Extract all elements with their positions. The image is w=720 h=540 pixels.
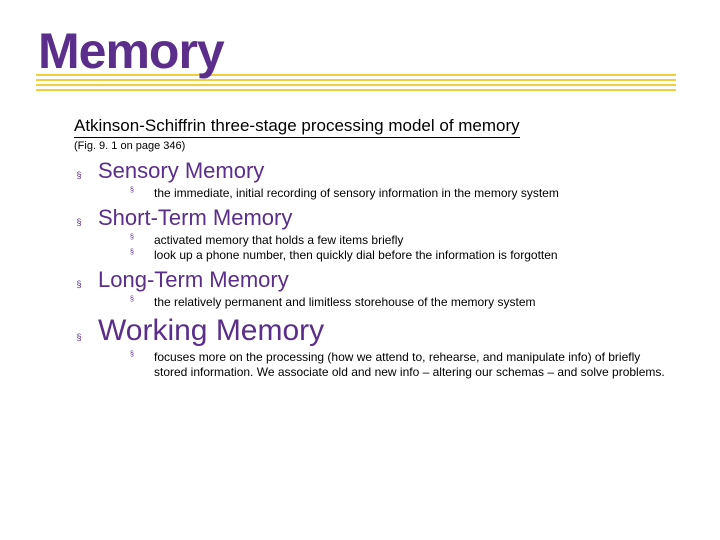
sub-text: focuses more on the processing (how we a… — [154, 350, 670, 380]
sub-text: the immediate, initial recording of sens… — [154, 186, 670, 201]
bullet-icon: § — [74, 332, 84, 342]
sub-text: the relatively permanent and limitless s… — [154, 295, 670, 310]
section-list: § Sensory Memory § the immediate, initial r… — [74, 158, 670, 380]
sub-text: activated memory that holds a few items … — [154, 233, 670, 248]
section-item: § Short-Term Memory § activated memory that… — [74, 205, 670, 263]
bullet-icon: § — [128, 351, 136, 360]
section-title: Working Memory — [98, 314, 324, 348]
sub-list: § activated memory that holds a few items… — [128, 233, 670, 263]
sub-list: § focuses more on the processing (how we … — [128, 350, 670, 380]
bullet-icon: § — [74, 217, 84, 227]
sub-item: § activated memory that holds a few items… — [128, 233, 670, 248]
bullet-icon: § — [128, 296, 136, 305]
section-item: § Long-Term Memory § the relatively permane… — [74, 267, 670, 310]
bullet-icon: § — [74, 279, 84, 289]
sub-item: § the relatively permanent and limitless … — [128, 295, 670, 310]
slide-title: Memory — [38, 22, 720, 80]
section-title: Long-Term Memory — [98, 267, 289, 293]
section-title: Short-Term Memory — [98, 205, 292, 231]
bullet-icon: § — [128, 187, 136, 196]
subtitle: Atkinson-Schiffrin three-stage processin… — [74, 116, 520, 138]
bullet-icon: § — [128, 234, 136, 243]
section-head: § Working Memory — [74, 314, 670, 348]
section-head: § Sensory Memory — [74, 158, 670, 184]
section-item: § Working Memory § focuses more on the proc… — [74, 314, 670, 380]
sub-item: § focuses more on the processing (how we … — [128, 350, 670, 380]
section-title: Sensory Memory — [98, 158, 264, 184]
section-head: § Short-Term Memory — [74, 205, 670, 231]
sub-text: look up a phone number, then quickly dia… — [154, 248, 670, 263]
content-region: Atkinson-Schiffrin three-stage processin… — [0, 80, 720, 380]
bullet-icon: § — [128, 249, 136, 258]
section-item: § Sensory Memory § the immediate, initial r… — [74, 158, 670, 201]
sub-list: § the relatively permanent and limitless … — [128, 295, 670, 310]
sub-list: § the immediate, initial recording of sen… — [128, 186, 670, 201]
title-region: Memory — [0, 0, 720, 80]
section-head: § Long-Term Memory — [74, 267, 670, 293]
sub-item: § the immediate, initial recording of sen… — [128, 186, 670, 201]
sub-item: § look up a phone number, then quickly di… — [128, 248, 670, 263]
bullet-icon: § — [74, 170, 84, 180]
figure-reference: (Fig. 9. 1 on page 346) — [74, 140, 670, 152]
